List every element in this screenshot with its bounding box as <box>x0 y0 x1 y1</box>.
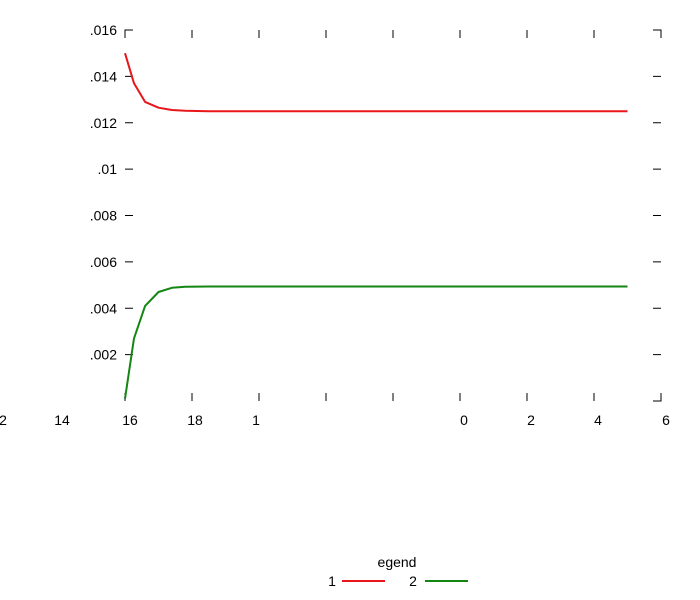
x-tick-label: 2 <box>0 412 7 428</box>
axis-corner-top-right <box>653 29 662 38</box>
x-tick-label: 18 <box>187 412 203 428</box>
x-tick-label: 4 <box>594 412 602 428</box>
series-line-1 <box>124 52 628 113</box>
x-tick-label: 16 <box>122 412 138 428</box>
axis-corner-top-left <box>124 29 133 38</box>
axis-corner-bottom-right <box>653 393 662 402</box>
series-line-2 <box>124 285 628 399</box>
x-tick-label: 14 <box>54 412 70 428</box>
y-tick-label: .01 <box>98 161 118 177</box>
y-tick-label: .004 <box>90 300 117 316</box>
y-tick-label: .016 <box>90 22 117 38</box>
y-tick-label: .012 <box>90 115 117 131</box>
y-tick-label: .014 <box>90 68 117 84</box>
y-tick-label: .008 <box>90 208 117 224</box>
legend-label-2: 2 <box>409 573 417 589</box>
y-tick-label: .002 <box>90 347 117 363</box>
legend-title: egend <box>378 554 417 570</box>
y-tick-label: .006 <box>90 254 117 270</box>
x-tick-label: 1 <box>252 412 260 428</box>
x-tick-label: 6 <box>662 412 670 428</box>
x-tick-label: 2 <box>527 412 535 428</box>
legend-label-1: 1 <box>328 573 336 589</box>
x-tick-label: 0 <box>460 412 468 428</box>
